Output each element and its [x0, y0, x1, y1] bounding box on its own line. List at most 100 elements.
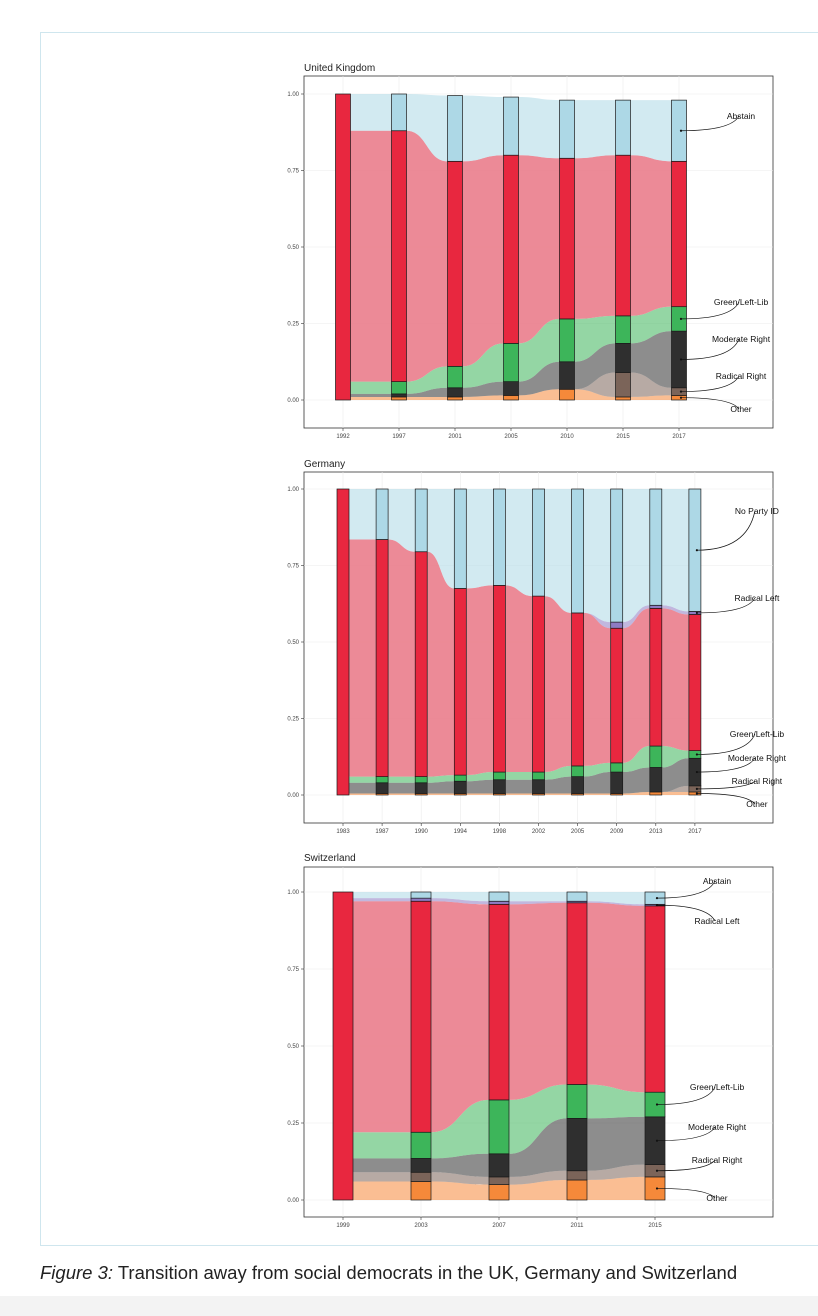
- flow-green-left-lib: [574, 315, 616, 362]
- flow-other: [544, 793, 572, 795]
- y-tick-label: 0.75: [287, 967, 299, 973]
- bars: [332, 891, 666, 1201]
- panel-germany: Germany 0.00 0.25 0.50 0.75 1.00 1983 1987 1990 1…: [287, 459, 786, 835]
- bar-segment-social-democrats-2010: [559, 157, 575, 320]
- flow-moderate-right: [661, 758, 689, 792]
- annotation-radical-left: Radical Left: [695, 916, 741, 926]
- flow-social-democrats: [466, 585, 494, 776]
- annotation-leader: [696, 733, 756, 755]
- bar-segment-other-2001: [447, 396, 463, 401]
- flow-green-left-lib: [544, 765, 572, 780]
- footer-bar: [0, 1296, 818, 1316]
- bar-segment-abstain-2011: [566, 891, 588, 902]
- annotations: Abstain Radical Left Green/Left-Lib Moderat…: [655, 876, 747, 1203]
- annotation-leader: [696, 510, 756, 551]
- bar-segment-social-democrats-1997: [391, 130, 407, 382]
- annotation-leader: [656, 880, 716, 899]
- flow-moderate-right: [350, 393, 392, 397]
- bar-segment-other-2013: [649, 791, 663, 796]
- y-tick-label: 1.00: [287, 487, 299, 493]
- x-tick-label: 1997: [392, 434, 406, 440]
- panel-title: Germany: [304, 459, 345, 470]
- flow-no-party-id: [466, 489, 494, 589]
- bar-segment-no-party-id-2002: [532, 488, 545, 597]
- flow-no-party-id: [349, 489, 377, 540]
- bar-segment-green-left-lib-1997: [391, 381, 407, 395]
- bar-segment-radical-right-2007: [488, 1176, 510, 1185]
- bar-segment-moderate-right-1998: [493, 779, 506, 794]
- flow-other: [661, 791, 689, 795]
- figure-frame: [40, 32, 818, 1246]
- bar-segment-abstain-2005: [503, 96, 519, 156]
- flow-other: [518, 389, 560, 400]
- y-tick-label: 0.75: [287, 564, 299, 570]
- bar-segment-green-left-lib-2007: [488, 1099, 510, 1155]
- flow-social-democrats: [505, 585, 533, 773]
- flow-green-left-lib: [509, 1084, 567, 1154]
- flow-social-democrats: [518, 155, 560, 344]
- flow-moderate-right: [544, 776, 572, 794]
- flow-social-democrats: [509, 902, 567, 1100]
- x-tick-label: 2003: [414, 1223, 428, 1229]
- flow-radical-left: [587, 901, 645, 906]
- x-tick-label: 2005: [571, 829, 585, 835]
- flow-radical-right: [574, 372, 616, 397]
- flow-moderate-right: [622, 767, 650, 794]
- annotation-leader: [656, 1126, 716, 1142]
- annotation-leader: [680, 375, 740, 392]
- annotation-other: Other: [706, 1193, 727, 1203]
- bar-segment-moderate-right-1997: [391, 393, 407, 398]
- bar-segment-radical-left-2003: [410, 897, 432, 902]
- flow-abstain: [353, 892, 411, 899]
- annotation-arrowhead: [655, 1139, 659, 1142]
- bar-segment-moderate-right-1990: [414, 782, 428, 794]
- bar-segment-green-left-lib-2003: [410, 1131, 432, 1159]
- flow-abstain: [406, 94, 448, 162]
- annotation-arrowhead: [655, 1187, 659, 1190]
- flow-moderate-right: [587, 1116, 645, 1171]
- flow-radical-left: [353, 898, 411, 902]
- panel-switzerland: Switzerland 0.00 0.25 0.50 0.75 1.00 1999 2003 2…: [287, 853, 774, 1229]
- flow-moderate-right: [427, 781, 455, 794]
- bar-segment-moderate-right-1987: [375, 782, 389, 794]
- flow-social-democrats: [544, 596, 572, 773]
- annotation-arrowhead: [655, 1103, 659, 1106]
- bar-segment-other-2011: [566, 1179, 588, 1201]
- annotation-green-left-lib: Green/Left-Lib: [730, 729, 785, 739]
- annotation-moderate-right: Moderate Right: [712, 334, 771, 344]
- bar-segment-moderate-right-2002: [532, 779, 545, 794]
- annotation-leader: [696, 597, 756, 614]
- bar-segment-social-democrats-1983: [336, 488, 350, 796]
- annotation-moderate-right: Moderate Right: [728, 753, 787, 763]
- flow-green-left-lib: [587, 1084, 645, 1119]
- flow-no-party-id: [661, 489, 689, 612]
- bar-segment-other-2003: [410, 1181, 432, 1201]
- panel-title: Switzerland: [304, 853, 356, 864]
- flow-moderate-right: [509, 1118, 567, 1177]
- annotation-no-party-id: No Party ID: [735, 506, 779, 516]
- annotation-arrowhead: [655, 897, 659, 900]
- x-tick-label: 2010: [560, 434, 574, 440]
- bar-segment-abstain-2007: [488, 891, 510, 902]
- bar-segment-no-party-id-2005: [571, 488, 584, 614]
- bar-segment-social-democrats-1987: [375, 539, 389, 777]
- x-tick-label: 2001: [448, 434, 462, 440]
- x-tick-label: 2007: [492, 1223, 506, 1229]
- annotation-other: Other: [746, 799, 767, 809]
- annotation-leader: [680, 115, 740, 132]
- annotation-radical-right: Radical Right: [716, 371, 767, 381]
- bar-segment-other-1997: [391, 396, 407, 401]
- annotation-arrowhead: [655, 1169, 659, 1172]
- bar-segment-green-left-lib-2013: [649, 745, 663, 768]
- bar-segment-radical-left-2009: [610, 621, 624, 629]
- flow-other: [509, 1179, 567, 1200]
- annotation-arrowhead: [695, 611, 699, 615]
- caption-text: Transition away from social democrats in…: [113, 1262, 738, 1283]
- flow-no-party-id: [583, 489, 611, 623]
- flow-moderate-right: [349, 782, 377, 794]
- x-tick-label: 2017: [688, 829, 702, 835]
- y-tick-label: 1.00: [287, 890, 299, 896]
- flow-social-democrats: [388, 539, 416, 777]
- bar-segment-abstain-2003: [410, 891, 432, 899]
- y-tick-label: 0.00: [287, 793, 299, 799]
